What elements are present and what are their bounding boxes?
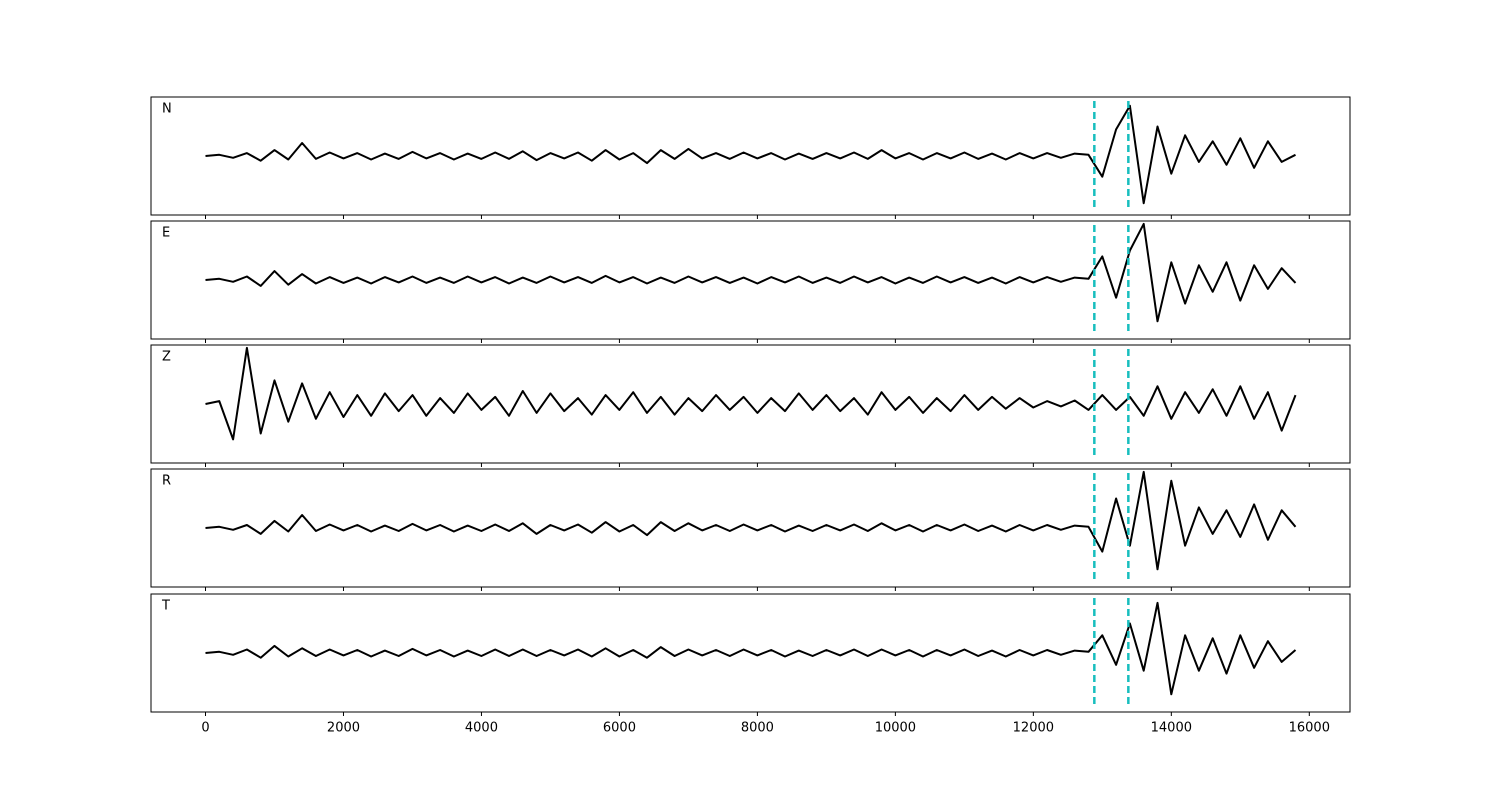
panel-frame xyxy=(150,468,1351,588)
x-tick-label: 16000 xyxy=(1289,721,1330,736)
trace xyxy=(205,104,1296,205)
x-tick-label: 12000 xyxy=(1013,721,1054,736)
x-tick-label: 0 xyxy=(201,721,209,736)
panel-label: R xyxy=(162,474,171,489)
trace xyxy=(205,346,1297,441)
panel-frame xyxy=(150,96,1351,216)
panel-label: N xyxy=(162,102,172,117)
x-tick-label: 2000 xyxy=(327,721,360,736)
x-tick-label: 14000 xyxy=(1151,721,1192,736)
x-tick-label: 10000 xyxy=(875,721,916,736)
trace xyxy=(205,601,1297,696)
x-tick-label: 4000 xyxy=(465,721,498,736)
panel-label: E xyxy=(162,226,170,241)
panel-frame xyxy=(150,220,1351,340)
trace xyxy=(205,222,1297,323)
panel-label: T xyxy=(161,599,170,614)
trace xyxy=(205,470,1297,571)
panel-frame xyxy=(150,344,1351,464)
panel-label: Z xyxy=(162,350,171,365)
panel-frame xyxy=(150,593,1351,713)
x-tick-label: 6000 xyxy=(603,721,636,736)
x-tick-label: 8000 xyxy=(741,721,774,736)
